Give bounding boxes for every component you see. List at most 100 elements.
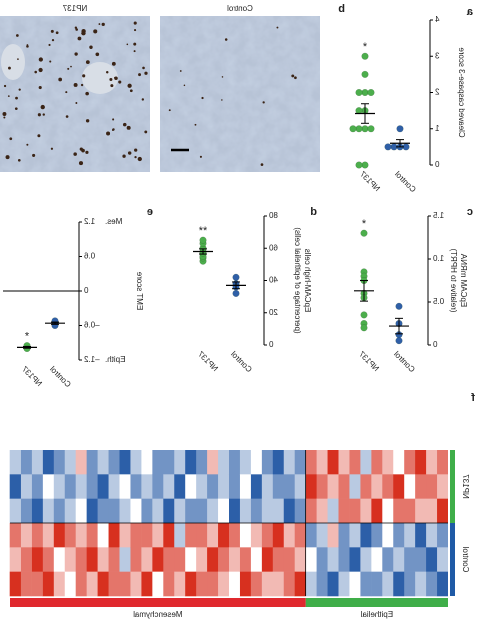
heatmap-cell: [283, 523, 295, 548]
heatmap-cell: [42, 523, 54, 548]
speck: [16, 34, 19, 37]
speck: [183, 84, 186, 87]
y-axis-label: (relative to HPRT): [449, 248, 458, 312]
heatmap-cell: [283, 547, 295, 572]
y-axis-label: (percentage of epithelial cells): [293, 227, 302, 334]
speck: [42, 113, 45, 116]
heatmap-cell: [195, 450, 208, 475]
data-point: [360, 229, 368, 237]
heatmap-cell: [371, 523, 383, 548]
y-tick-label: 40: [268, 276, 277, 285]
speck: [122, 154, 126, 158]
heatmap-cell: [414, 571, 427, 597]
heatmap-cell: [86, 571, 98, 597]
heatmap-cell: [31, 498, 43, 524]
speck: [260, 163, 264, 167]
heatmap-cell: [141, 547, 153, 572]
data-point: [355, 88, 363, 97]
heatmap-cell: [31, 571, 43, 597]
speck: [109, 77, 113, 82]
y-tick-label: 1.0: [432, 254, 444, 263]
heatmap-cell: [239, 498, 251, 524]
heatmap-cell: [206, 474, 219, 499]
heatmap-cell: [392, 523, 405, 548]
data-point: [384, 143, 392, 151]
heatmap-cell: [152, 450, 164, 475]
heatmap-cell: [436, 498, 448, 524]
heatmap-cell: [272, 547, 284, 572]
heatmap-cell: [64, 498, 76, 524]
heatmap-cell: [152, 523, 164, 548]
speck: [110, 84, 114, 88]
heatmap-cell: [392, 498, 405, 524]
data-point: [360, 311, 368, 319]
heatmap-cell: [425, 498, 438, 524]
heatmap-cell: [119, 450, 131, 475]
speck: [8, 66, 11, 70]
heatmap-cell: [75, 498, 87, 524]
heatmap-cell: [206, 450, 219, 475]
heatmap-cell: [86, 498, 98, 524]
y-tick-label: 60: [268, 243, 277, 252]
speck: [70, 65, 72, 68]
speck: [38, 57, 43, 62]
heatmap-cell: [283, 450, 295, 475]
speck: [48, 43, 51, 47]
y-tick-label: 0: [432, 340, 437, 349]
heatmap-cell: [403, 450, 416, 475]
heatmap-cell: [261, 571, 273, 597]
col-group-label: Epithelial: [360, 610, 393, 619]
heatmap-cell: [316, 474, 328, 499]
heatmap-cell: [163, 547, 175, 572]
heatmap-cell: [360, 450, 372, 475]
heatmap-cell: [239, 547, 251, 572]
heatmap-cell: [294, 547, 306, 572]
speck: [73, 152, 77, 156]
significance: **: [198, 225, 207, 237]
y-tick-label: 0.6: [83, 252, 95, 261]
speck: [32, 153, 36, 157]
speck: [95, 52, 100, 57]
speck: [114, 76, 116, 79]
speck: [75, 28, 78, 31]
panel-letter: b: [338, 3, 345, 15]
data-point: [199, 236, 207, 244]
data-point: [232, 273, 240, 281]
heatmap-cell: [305, 474, 317, 499]
speck: [112, 128, 115, 131]
heatmap-cell: [152, 547, 164, 572]
x-tick-label: NP137: [357, 349, 381, 373]
y-tick-label: 1.2: [83, 217, 95, 226]
heatmap-cell: [403, 474, 416, 499]
heatmap-cell: [75, 474, 87, 499]
heatmap-cell: [9, 498, 21, 524]
y-tick-label: 1: [434, 124, 439, 133]
col-group-bar: [305, 598, 448, 607]
heatmap-cell: [250, 450, 262, 475]
data-point: [361, 88, 369, 97]
heatmap-cell: [349, 474, 361, 499]
heatmap-cell: [31, 523, 43, 548]
heatmap-cell: [261, 474, 273, 499]
heatmap-cell: [141, 450, 153, 475]
heatmap-cell: [239, 474, 251, 499]
speck: [75, 102, 78, 104]
speck: [129, 89, 133, 93]
speck: [224, 38, 228, 41]
speck: [37, 113, 41, 117]
heatmap-cell: [228, 547, 240, 572]
data-point: [361, 161, 369, 169]
heatmap-cell: [64, 523, 76, 548]
speck: [106, 131, 111, 136]
heatmap-cell: [20, 450, 32, 475]
heatmap-cell: [173, 571, 186, 597]
heatmap-cell: [195, 498, 208, 524]
heatmap-cell: [9, 450, 21, 475]
heatmap-cell: [64, 450, 76, 475]
speck: [141, 98, 145, 101]
heatmap-cell: [31, 474, 43, 499]
data-point: [232, 289, 240, 297]
heatmap-cell: [403, 523, 416, 548]
heatmap-cell: [141, 474, 153, 499]
row-group-bar: [450, 523, 455, 596]
